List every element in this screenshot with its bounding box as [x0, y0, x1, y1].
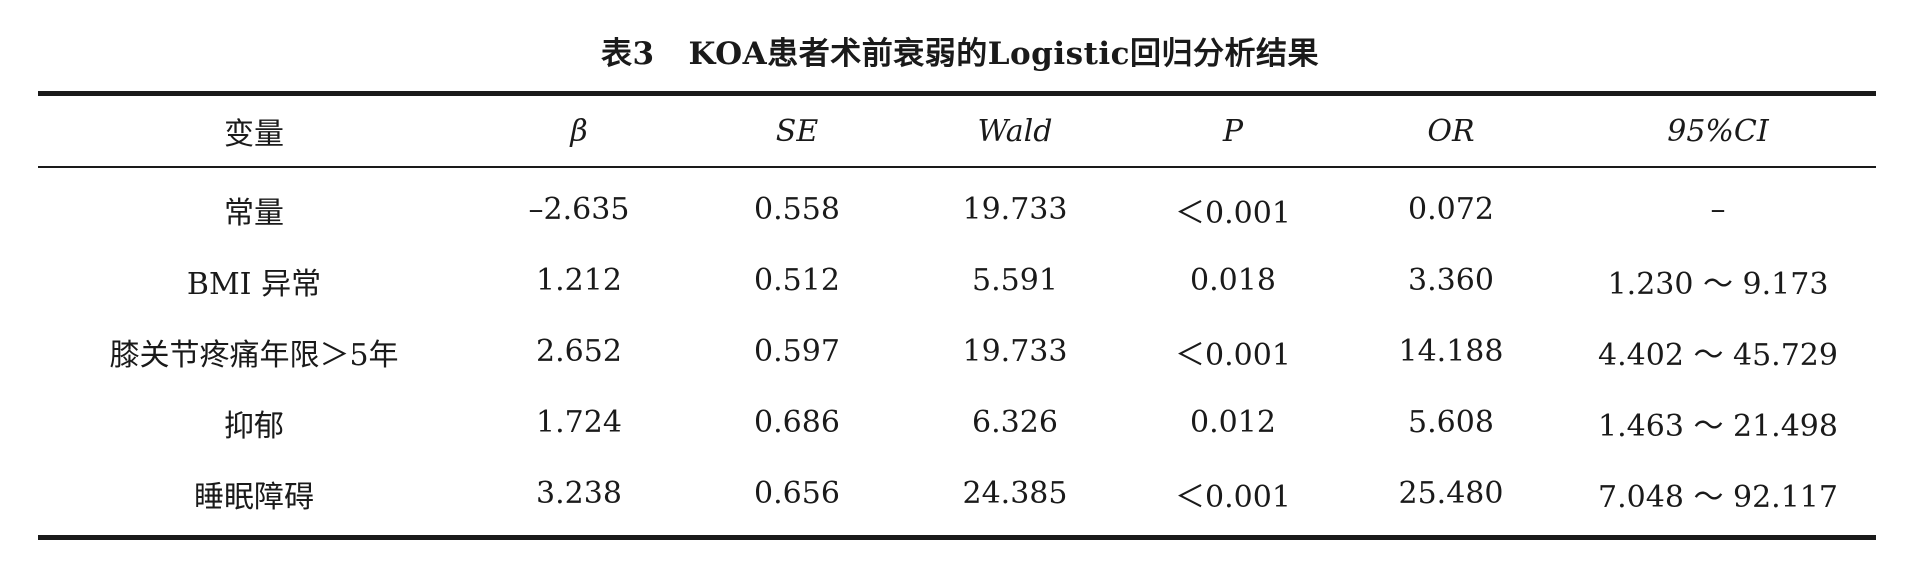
- cell-wald: 19.733: [962, 192, 1068, 227]
- cell-variable: BMI 异常: [186, 266, 322, 302]
- header-p: P: [1222, 113, 1244, 149]
- table-row: 睡眠障碍 3.238 0.656 24.385 ＜0.001 25.480 7.…: [38, 458, 1876, 538]
- table-row: 抑郁 1.724 0.686 6.326 0.012 5.608 1.463 ～…: [38, 387, 1876, 458]
- cell-ci: 1.230 ～ 9.173: [1607, 266, 1829, 302]
- cell-or: 14.188: [1398, 334, 1504, 369]
- header-wald: Wald: [977, 113, 1053, 149]
- table-row: 常量 –2.635 0.558 19.733 ＜0.001 0.072 –: [38, 167, 1876, 245]
- cell-or: 0.072: [1408, 192, 1494, 227]
- header-variable: 变量: [224, 117, 284, 152]
- cell-wald: 24.385: [962, 476, 1068, 511]
- cell-beta: 2.652: [536, 334, 622, 369]
- table-row: 膝关节疼痛年限＞5年 2.652 0.597 19.733 ＜0.001 14.…: [38, 316, 1876, 387]
- cell-variable: 常量: [224, 195, 284, 231]
- cell-ci: 1.463 ～ 21.498: [1598, 408, 1838, 444]
- cell-p: 0.018: [1190, 263, 1276, 298]
- header-beta: β: [570, 113, 588, 149]
- header-or: OR: [1427, 113, 1475, 149]
- table-title: KOA患者术前衰弱的Logistic回归分析结果: [688, 36, 1320, 72]
- cell-p: ＜0.001: [1175, 195, 1291, 231]
- cell-se: 0.512: [754, 263, 840, 298]
- cell-p: ＜0.001: [1175, 337, 1291, 373]
- header-ci: 95%CI: [1667, 113, 1769, 149]
- table-caption: 表3 KOA患者术前衰弱的Logistic回归分析结果: [0, 28, 1920, 73]
- cell-or: 5.608: [1408, 405, 1494, 440]
- cell-ci: 7.048 ～ 92.117: [1598, 479, 1838, 515]
- table-number: 表3: [600, 36, 655, 72]
- table-header-row: 变量 β SE Wald P OR 95%CI: [38, 93, 1876, 167]
- cell-variable: 抑郁: [224, 408, 284, 444]
- table-row: BMI 异常 1.212 0.512 5.591 0.018 3.360 1.2…: [38, 245, 1876, 316]
- cell-beta: –2.635: [528, 192, 630, 227]
- cell-se: 0.558: [754, 192, 840, 227]
- cell-se: 0.686: [754, 405, 840, 440]
- regression-table: 变量 β SE Wald P OR 95%CI 常量 –2.635 0.558 …: [38, 91, 1876, 540]
- cell-ci: –: [1710, 192, 1726, 227]
- cell-se: 0.656: [754, 476, 840, 511]
- cell-p: 0.012: [1190, 405, 1276, 440]
- cell-se: 0.597: [754, 334, 840, 369]
- cell-beta: 3.238: [536, 476, 622, 511]
- cell-wald: 6.326: [972, 405, 1058, 440]
- cell-beta: 1.724: [536, 405, 622, 440]
- cell-variable: 膝关节疼痛年限＞5年: [109, 337, 399, 373]
- cell-wald: 19.733: [962, 334, 1068, 369]
- cell-variable: 睡眠障碍: [194, 479, 314, 515]
- header-se: SE: [775, 113, 819, 149]
- cell-or: 25.480: [1398, 476, 1504, 511]
- cell-p: ＜0.001: [1175, 479, 1291, 515]
- cell-wald: 5.591: [972, 263, 1058, 298]
- cell-or: 3.360: [1408, 263, 1494, 298]
- cell-ci: 4.402 ～ 45.729: [1598, 337, 1838, 373]
- cell-beta: 1.212: [536, 263, 622, 298]
